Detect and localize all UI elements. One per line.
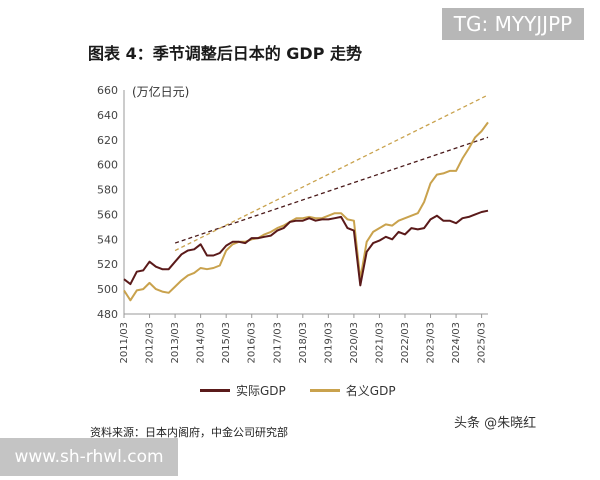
axes	[123, 90, 488, 315]
x-tick-label: 2025/03	[477, 322, 488, 364]
y-tick-label: 560	[97, 208, 118, 221]
x-tick-label: 2024/03	[451, 322, 462, 364]
trend-lines	[174, 94, 489, 252]
series-lines	[123, 121, 489, 302]
source-note: 资料来源：日本内阁府，中金公司研究部	[90, 426, 288, 439]
series-line-real	[123, 209, 489, 287]
x-tick-label: 2017/03	[272, 322, 283, 364]
watermark-bottom: www.sh-rhwl.com	[0, 438, 178, 476]
y-tick-label: 660	[97, 84, 118, 97]
x-ticks: 2011/03 2012/03 2013/03 2014/03 2015/03 2016/…	[119, 314, 488, 364]
x-tick-label: 2016/03	[247, 322, 258, 364]
x-tick-label: 2015/03	[221, 322, 232, 364]
y-tick-label: 600	[97, 159, 118, 172]
y-tick-label: 620	[97, 134, 118, 147]
x-tick-label: 2023/03	[426, 322, 437, 364]
y-tick-label: 480	[97, 308, 118, 321]
legend-swatch-nominal	[309, 389, 340, 392]
series-line-nominal	[123, 121, 489, 302]
author-credit: 头条 @朱晓红	[454, 416, 537, 431]
x-tick-label: 2018/03	[298, 322, 309, 364]
y-tick-label: 580	[97, 184, 118, 197]
x-tick-label: 2019/03	[323, 322, 334, 364]
trend-line-real	[174, 136, 489, 244]
legend: 实际GDP 名义GDP	[200, 382, 396, 399]
chart-title: 图表 4：季节调整后日本的 GDP 走势	[88, 44, 362, 63]
x-tick-label: 2020/03	[349, 322, 360, 364]
x-tick-label: 2021/03	[374, 322, 385, 364]
y-ticks: 480 500 520 540 560 580 600 620 640 660	[97, 84, 118, 321]
trend-line-nominal	[174, 94, 489, 252]
x-tick-label: 2022/03	[400, 322, 411, 364]
watermark-top: TG: MYYJJPP	[442, 8, 584, 40]
y-tick-label: 500	[97, 283, 118, 296]
x-tick-label: 2011/03	[119, 322, 130, 364]
y-axis-label: (万亿日元)	[132, 84, 189, 99]
legend-label-real: 实际GDP	[236, 384, 286, 398]
legend-swatch-real	[200, 389, 230, 392]
y-tick-label: 640	[97, 109, 118, 122]
x-tick-label: 2012/03	[145, 322, 156, 364]
y-tick-label: 520	[97, 258, 118, 271]
legend-item-nominal: 名义GDP	[309, 382, 396, 399]
legend-item-real: 实际GDP	[200, 382, 286, 399]
x-tick-label: 2013/03	[170, 322, 181, 364]
y-tick-label: 540	[97, 233, 118, 246]
legend-label-nominal: 名义GDP	[345, 384, 396, 398]
x-tick-label: 2014/03	[196, 322, 207, 364]
